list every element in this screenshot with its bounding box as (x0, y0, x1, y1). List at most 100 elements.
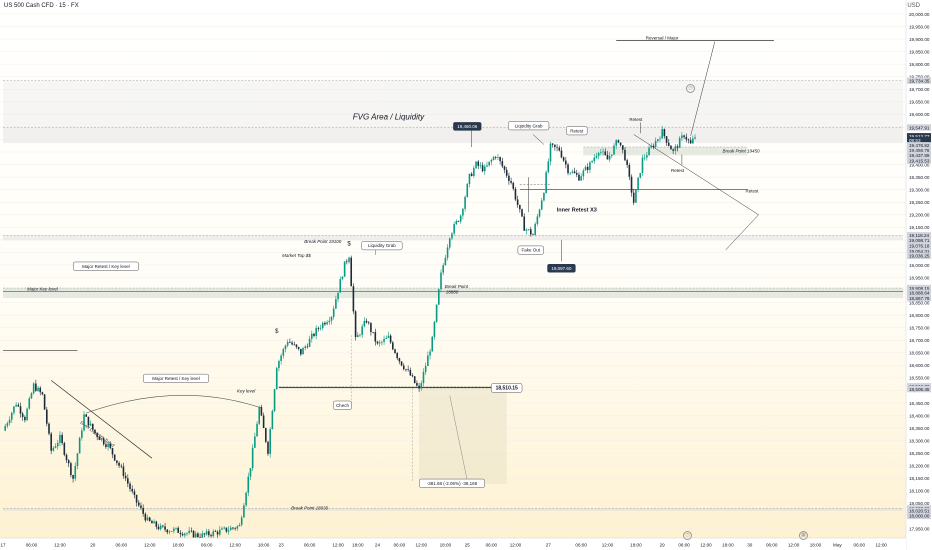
candle-body (234, 528, 236, 529)
candle-body (400, 361, 403, 366)
candle-body (137, 502, 140, 506)
annotation-text: Major Retest / Key level (152, 376, 200, 381)
candle-body (370, 323, 372, 332)
price-tick-label: 19,400.00 (909, 162, 930, 167)
candle-body (674, 146, 677, 151)
candle-body (374, 332, 377, 342)
annotation-box (547, 263, 576, 273)
time-axis-bg (0, 538, 906, 550)
candle-body (549, 143, 552, 162)
candle-body (600, 152, 602, 153)
candle-body (219, 529, 221, 535)
candle-body (521, 209, 523, 217)
price-tag-label: 18,505.45 (909, 387, 930, 392)
annotation-box (566, 126, 588, 136)
price-tag (907, 133, 931, 140)
time-tick-label: 12:00 (332, 543, 344, 548)
price-tag (907, 232, 931, 239)
price-tick-label: 19,600.00 (909, 112, 930, 117)
price-tag (907, 77, 931, 84)
candle-body (490, 160, 493, 162)
candle-body (144, 513, 147, 521)
candle-body (628, 164, 631, 177)
candle-body (659, 138, 661, 140)
candle-body (164, 526, 166, 530)
time-tick-label: 18:00 (352, 543, 364, 548)
candle-body (545, 172, 547, 194)
candle-body (389, 335, 392, 343)
annotation-text: $ (275, 329, 279, 335)
candle-body (361, 326, 363, 335)
annotation-box (517, 245, 544, 255)
price-tick-label: 19,200.00 (909, 213, 930, 218)
candle-body (26, 408, 28, 421)
candle-body (464, 196, 466, 209)
symbol-title[interactable]: US 500 Cash CFD · 15 · FX (4, 3, 79, 9)
candle-body (6, 423, 9, 427)
candle-body (429, 351, 431, 356)
candle-body (678, 138, 681, 148)
candle-body (523, 216, 526, 231)
candle-body (617, 140, 620, 143)
candle-body (153, 521, 155, 524)
calendar-icon[interactable]: ▦ (799, 531, 808, 540)
price-tick-label: 18,650.00 (909, 351, 930, 356)
candle-body (514, 188, 517, 200)
candle-body (267, 441, 269, 454)
candle-body (589, 162, 591, 170)
time-tick-label: 06:00 (304, 543, 316, 548)
candle-body (676, 146, 679, 148)
candle-body (547, 161, 550, 173)
candle-body (221, 528, 223, 530)
candle-body (468, 173, 471, 184)
time-tick-label: 06:00 (854, 543, 866, 548)
annotation-text: FVG Area / Liquidity (353, 113, 425, 122)
candle-body (497, 157, 499, 158)
candle-body (435, 304, 438, 322)
price-tick-label: 18,950.00 (909, 275, 930, 280)
candle-body (109, 443, 112, 449)
price-tag-label: 18,908.15 (909, 286, 930, 291)
measure-arrow (449, 395, 468, 481)
annotation-box (508, 121, 550, 131)
candle-body (238, 524, 241, 527)
candle-body (96, 433, 98, 438)
candle-body (291, 342, 293, 345)
candle-body (19, 406, 22, 414)
candle-body (199, 537, 201, 539)
annotation-text: Break Point 19450 (723, 149, 761, 154)
candle-body (446, 247, 449, 258)
annotation-text: Liquidity Grab (368, 243, 396, 248)
time-tick-label: 06:00 (26, 543, 38, 548)
candle-body (170, 531, 173, 532)
candle-body (339, 279, 342, 293)
price-axis-bg (906, 0, 932, 550)
candle-body (306, 346, 309, 348)
candle-body (162, 525, 164, 527)
candle-body (354, 311, 357, 338)
annotation-text: Retest (629, 117, 643, 122)
candle-body (157, 526, 160, 530)
price-tag (907, 147, 931, 154)
candle-body (367, 322, 370, 324)
candle-body (111, 448, 114, 455)
alert-icon[interactable]: ◷ (686, 84, 695, 93)
candle-body (223, 527, 225, 529)
candle-body (343, 261, 346, 277)
time-tick-label: 12:00 (144, 543, 156, 548)
price-tag (907, 512, 931, 520)
candle-body (107, 443, 109, 448)
candle-body (260, 407, 263, 416)
annotation-text: Reversal / Major (646, 35, 679, 40)
price-tick-label: 19,750.00 (909, 75, 930, 80)
candle-body (85, 414, 88, 417)
price-tick-label: 18,300.00 (909, 438, 930, 443)
candle-body (300, 348, 302, 355)
candle-body (91, 423, 94, 430)
price-tick-label: 19,650.00 (909, 100, 930, 105)
zone-box (3, 288, 904, 299)
clock-icon[interactable]: ◷ (683, 531, 692, 540)
candle-body (72, 475, 74, 479)
candle-body (481, 165, 484, 172)
